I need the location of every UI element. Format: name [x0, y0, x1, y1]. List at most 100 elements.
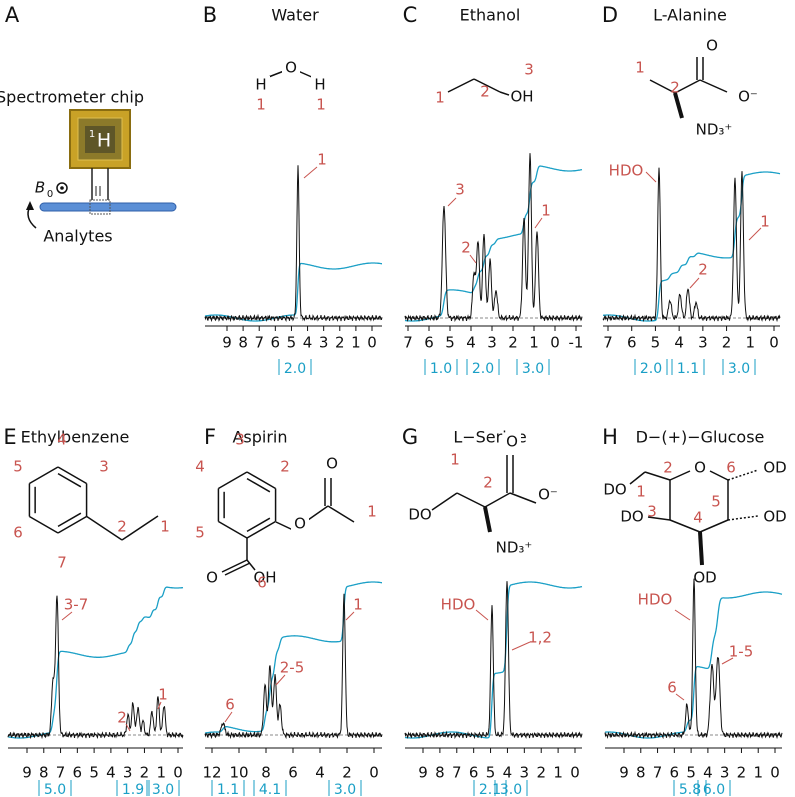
peak-label: 1 — [760, 213, 770, 231]
panel-letter: H — [602, 425, 618, 449]
atom-label: DO — [408, 506, 431, 524]
integral-label: 5.8 — [679, 782, 701, 797]
bond — [698, 531, 704, 566]
bond — [699, 79, 728, 93]
bond — [345, 611, 355, 621]
tick-label: 5 — [686, 764, 696, 782]
bond — [629, 471, 646, 485]
tick-label: 4 — [466, 334, 476, 352]
atom-label: O — [206, 569, 218, 587]
integral-label: 1.1 — [677, 361, 699, 377]
tick-label: 1 — [753, 764, 763, 782]
bond — [649, 79, 676, 94]
atom-number: 6 — [726, 459, 736, 477]
integral-label: 4.1 — [259, 782, 281, 797]
integral-label: 3.0 — [334, 782, 356, 797]
tick-label: 3 — [319, 334, 329, 352]
tick-label: 2 — [508, 334, 518, 352]
atom-label: OD — [763, 459, 786, 477]
integral-curve — [204, 581, 382, 734]
panel-title: D−(+)−Glucose — [636, 428, 765, 447]
tick-label: 7 — [603, 334, 613, 352]
atom-label: O — [694, 459, 706, 477]
peak-label: 1 — [541, 202, 551, 220]
spectrum — [204, 593, 383, 740]
bond — [673, 92, 684, 119]
field: B — [35, 179, 45, 197]
tick-label: 0 — [367, 334, 377, 352]
atom-background — [703, 37, 721, 55]
integral-curve — [204, 262, 382, 322]
tick-label: 7 — [56, 764, 66, 782]
atom-number: 3 — [99, 458, 109, 476]
tick-label: 2 — [335, 334, 345, 352]
integral-curve — [605, 591, 783, 739]
peak-label: 3 — [455, 181, 465, 199]
panel-title: Water — [271, 6, 319, 25]
tick-label: 0 — [550, 334, 560, 352]
atom-background — [256, 569, 274, 587]
panel-letter: A — [5, 3, 20, 27]
tick-label: 0 — [570, 764, 580, 782]
atom-background — [323, 455, 341, 473]
tick-label: 3 — [698, 334, 708, 352]
atom-background — [623, 508, 641, 526]
peak-label: 6 — [225, 696, 235, 714]
tick-label: 0 — [369, 764, 379, 782]
peak-label: HDO — [441, 596, 476, 614]
chip-mass: 1 — [89, 129, 95, 140]
tick-label: 9 — [619, 764, 629, 782]
bond — [303, 166, 318, 179]
atom-background — [766, 459, 784, 477]
integral-label: 6.0 — [703, 782, 725, 797]
atom-background — [766, 508, 784, 526]
tick-label: 6 — [424, 334, 434, 352]
integral-curve — [603, 171, 781, 322]
atom-label: OD — [693, 569, 716, 587]
tick-label: 0 — [173, 764, 183, 782]
tick-label: 10 — [229, 764, 248, 782]
tick-label: 2 — [722, 334, 732, 352]
integral-label: 3.0 — [152, 782, 174, 797]
tick-label: 4 — [503, 764, 513, 782]
atom-background — [539, 486, 557, 504]
tick-label: 6 — [469, 764, 479, 782]
atom-number: 2 — [480, 83, 490, 101]
bond — [727, 469, 759, 481]
tick-label: 1 — [553, 764, 563, 782]
panel-title: Aspirin — [232, 428, 287, 447]
spectrum — [204, 165, 383, 323]
tick-label: 3 — [123, 764, 133, 782]
chip-illustration — [26, 109, 177, 229]
bond — [246, 471, 276, 490]
bond — [447, 197, 457, 207]
atom-label: O⁻ — [538, 486, 558, 504]
panel-letter: C — [403, 3, 418, 27]
atom-label: OD — [763, 508, 786, 526]
tick-label: 7 — [403, 334, 413, 352]
atom-background — [696, 569, 714, 587]
atom-number: 1 — [316, 96, 326, 114]
bond — [224, 711, 233, 723]
tick-label: 7 — [653, 764, 663, 782]
integral-label: 2.0 — [284, 361, 306, 377]
integral-label: 1.1 — [217, 782, 239, 797]
bond — [644, 471, 671, 481]
bond — [689, 277, 700, 289]
bond — [29, 466, 59, 485]
bond — [218, 520, 248, 539]
peak-label: 1,2 — [528, 629, 552, 647]
tick-label: 6 — [627, 334, 637, 352]
bond — [246, 517, 271, 533]
atom-number: 5 — [711, 493, 721, 511]
field-sub: 0 — [47, 189, 53, 200]
atom-number: 5 — [195, 524, 205, 542]
peak-label: 1 — [353, 596, 363, 614]
tick-label: -1 — [569, 334, 584, 352]
panel-letter: E — [3, 425, 16, 449]
bond — [674, 79, 701, 94]
bond — [221, 559, 248, 573]
atom-label: DO — [620, 508, 643, 526]
bond — [125, 723, 131, 732]
bond — [511, 641, 531, 651]
